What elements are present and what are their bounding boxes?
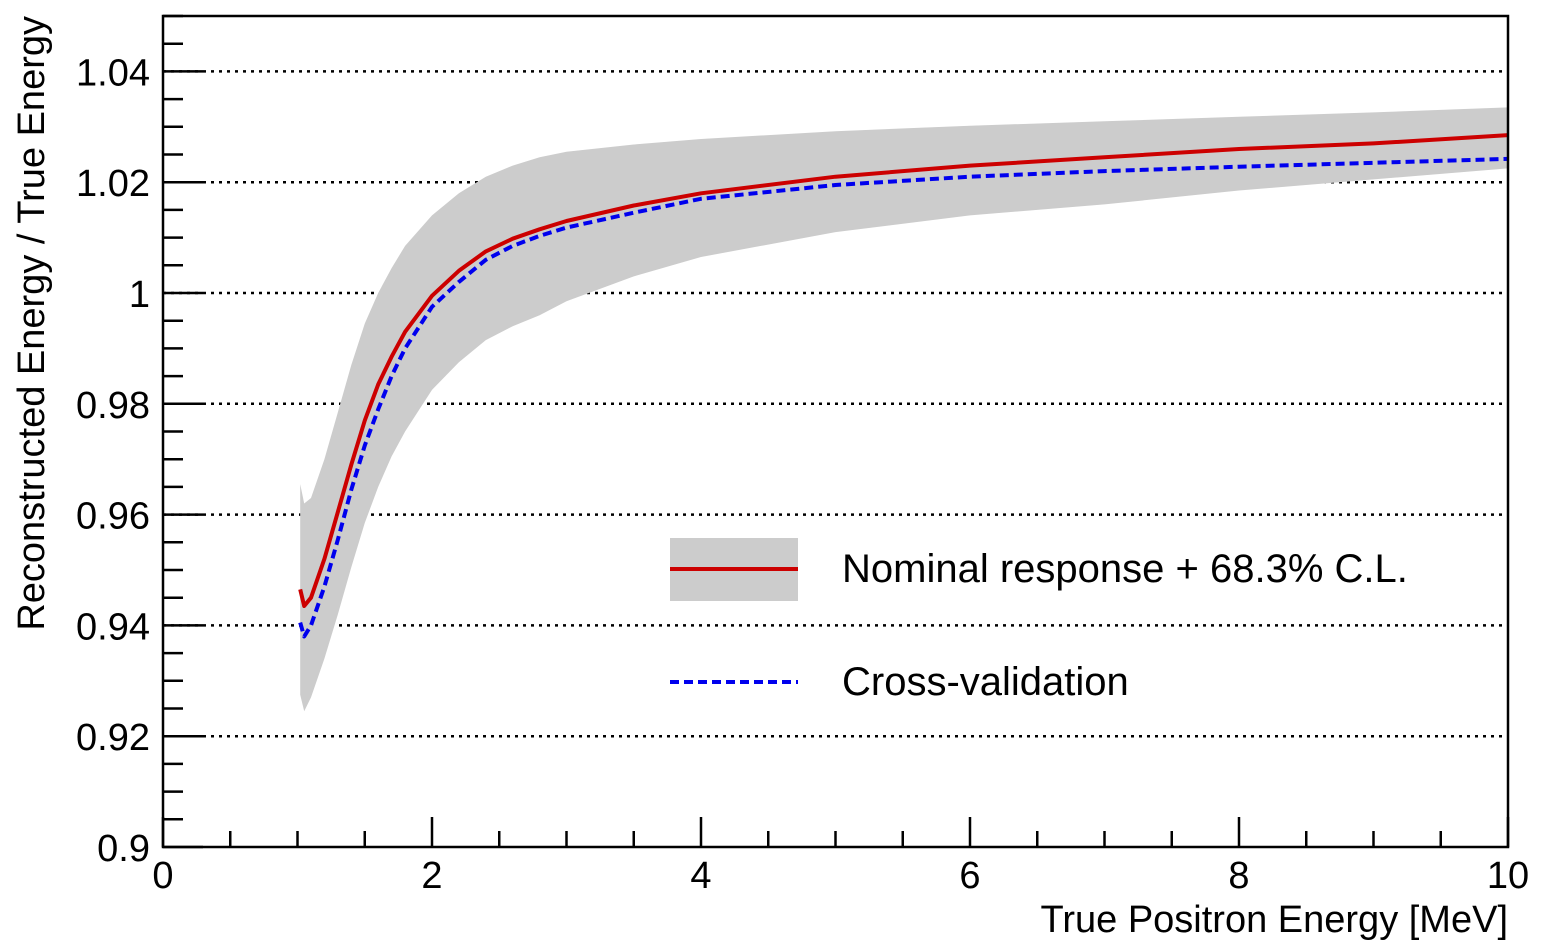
y-tick-label: 1 <box>129 274 150 316</box>
series-line-nominal <box>298 133 1509 608</box>
x-tick-label: 8 <box>1228 855 1249 897</box>
legend-label-nominal: Nominal response + 68.3% C.L. <box>842 547 1408 591</box>
confidence-band <box>300 107 1509 712</box>
x-tick-label: 10 <box>1487 855 1529 897</box>
axis-ticks <box>161 14 1510 849</box>
series-line-cross-validation <box>298 156 1509 639</box>
y-axis-title: Reconstructed Energy / True Energy <box>11 16 53 631</box>
legend-label-cross-validation: Cross-validation <box>842 660 1129 704</box>
x-tick-label: 4 <box>690 855 711 897</box>
x-axis-title: True Positron Energy [MeV] <box>1041 899 1508 941</box>
y-tick-label: 0.9 <box>97 828 150 870</box>
legend: Nominal response + 68.3% C.L. Cross-vali… <box>670 538 1408 704</box>
x-tick-label: 0 <box>152 855 173 897</box>
x-tick-label: 6 <box>959 855 980 897</box>
y-tick-label: 0.92 <box>76 717 150 759</box>
y-tick-label: 0.98 <box>76 385 150 427</box>
x-tick-label: 2 <box>421 855 442 897</box>
y-tick-label: 1.02 <box>76 163 150 205</box>
y-tick-label: 1.04 <box>76 52 150 94</box>
confidence-band-layer <box>300 107 1509 712</box>
tick-labels: 0.9 0.92 0.94 0.96 0.98 1 1.02 1.04 0 2 4 6 8 10 <box>76 52 1529 897</box>
series-layer <box>298 133 1509 639</box>
y-tick-label: 0.96 <box>76 496 150 538</box>
y-tick-label: 0.94 <box>76 606 150 648</box>
